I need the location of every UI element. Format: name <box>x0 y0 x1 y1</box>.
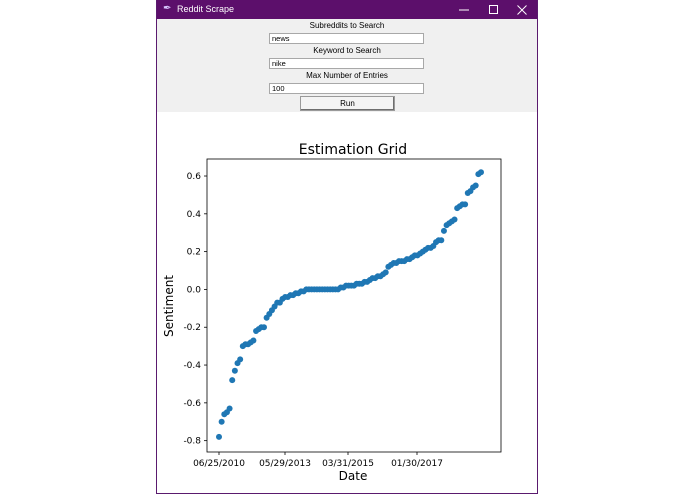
data-point <box>260 324 267 331</box>
y-tick-label: 0.2 <box>187 248 201 258</box>
data-point <box>218 418 225 425</box>
x-tick-label: 05/29/2013 <box>259 459 311 469</box>
window-title: Reddit Scrape <box>177 4 235 14</box>
data-point <box>438 237 445 244</box>
y-tick-label: 0.4 <box>187 210 202 220</box>
chart-title: Estimation Grid <box>299 142 407 158</box>
data-point <box>462 201 469 208</box>
data-point <box>440 227 447 234</box>
maximize-button[interactable] <box>479 0 509 19</box>
y-tick-label: 0.6 <box>187 172 202 182</box>
search-form: Subreddits to Search news Keyword to Sea… <box>157 19 537 112</box>
max-entries-input[interactable]: 100 <box>269 83 424 94</box>
x-tick-label: 01/30/2017 <box>391 459 443 469</box>
data-point <box>250 337 257 344</box>
x-tick-label: 03/31/2015 <box>322 459 374 469</box>
y-tick-label: -0.2 <box>183 323 201 333</box>
data-point <box>229 377 236 384</box>
data-point <box>237 356 244 363</box>
data-point <box>451 216 458 223</box>
max-entries-label: Max Number of Entries <box>306 71 388 80</box>
y-tick-label: -0.8 <box>183 437 201 447</box>
maximize-icon <box>489 4 498 14</box>
data-point <box>382 269 389 276</box>
y-tick-label: -0.6 <box>183 399 201 409</box>
run-button[interactable]: Run <box>300 96 395 111</box>
feather-icon: ✒ <box>163 3 172 14</box>
title-bar[interactable]: ✒ Reddit Scrape <box>157 0 537 19</box>
x-axis-label: Date <box>339 469 368 483</box>
minimize-icon <box>459 9 469 10</box>
data-point <box>226 405 233 412</box>
data-point <box>478 169 484 176</box>
plot-frame <box>206 158 502 453</box>
subreddits-label: Subreddits to Search <box>309 21 385 30</box>
y-tick-label: 0.0 <box>187 285 202 295</box>
estimation-chart: Estimation Grid -0.8 -0.6 -0.4 -0.2 0.0 0.2 0.… <box>162 142 502 483</box>
data-point <box>472 182 479 189</box>
app-window: ✒ Reddit Scrape Subreddits to Search new… <box>156 0 538 494</box>
keyword-label: Keyword to Search <box>313 46 381 55</box>
subreddits-input[interactable]: news <box>269 33 424 44</box>
x-tick-label: 06/25/2010 <box>193 459 245 469</box>
keyword-input[interactable]: nike <box>269 58 424 69</box>
y-axis-label: Sentiment <box>162 275 176 337</box>
data-point <box>231 367 238 374</box>
close-button[interactable] <box>507 0 537 19</box>
data-point <box>216 433 222 440</box>
minimize-button[interactable] <box>449 0 479 19</box>
y-tick-label: -0.4 <box>183 361 201 371</box>
close-icon <box>517 4 527 15</box>
